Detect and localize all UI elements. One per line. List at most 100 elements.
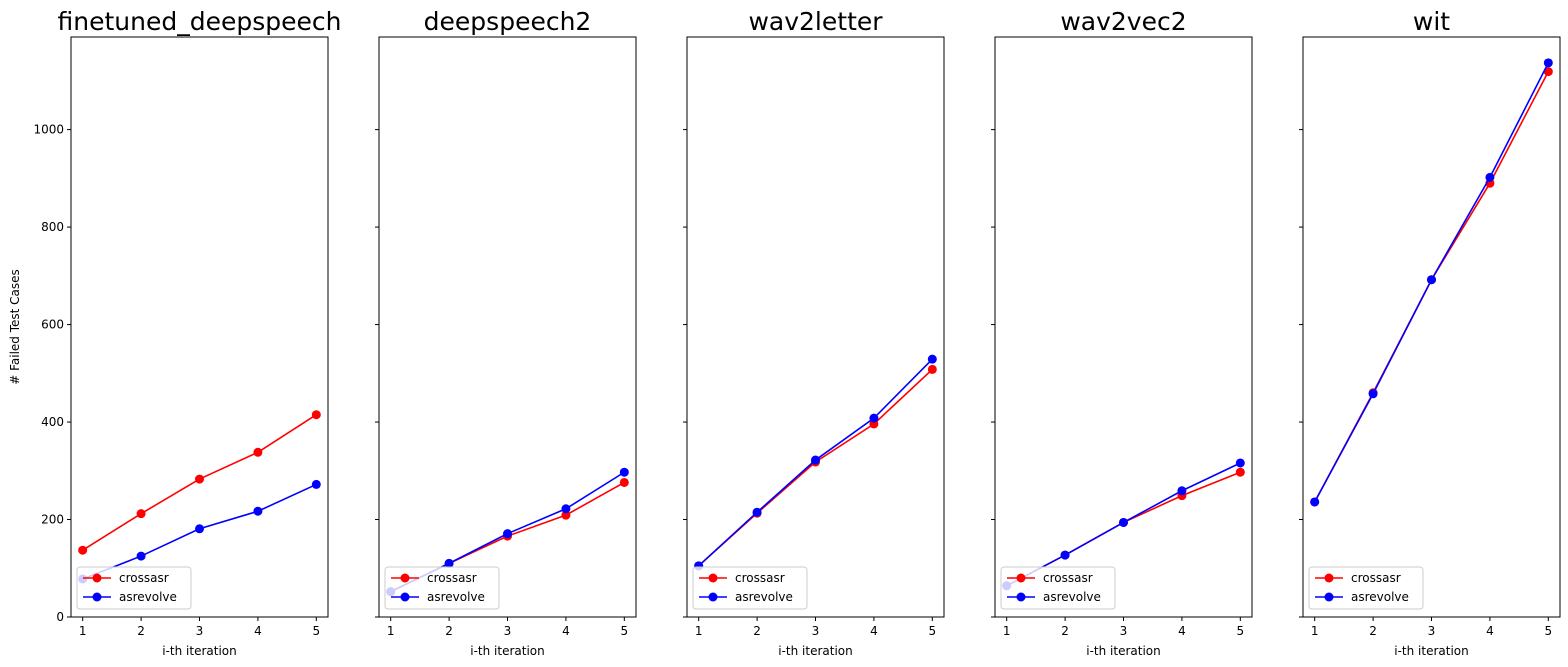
data-point-asrevolve (444, 558, 454, 568)
data-point-asrevolve (619, 467, 629, 477)
data-point-asrevolve (503, 529, 512, 539)
data-point-crossasr (311, 410, 321, 420)
legend-label-asrevolve: asrevolve (119, 590, 177, 604)
legend-label-crossasr: crossasr (1043, 571, 1093, 585)
legend-marker-crossasr (92, 573, 102, 583)
x-tick-label: 1 (387, 624, 395, 638)
x-tick-label: 5 (1236, 624, 1244, 638)
legend-marker-asrevolve (400, 592, 410, 602)
x-tick-label: 2 (445, 624, 453, 638)
x-tick-label: 3 (812, 624, 820, 638)
panel-2: wav2letter 1 2 3 4 5 i-th iteration crossasr asr… (683, 7, 945, 658)
legend-marker-asrevolve (92, 592, 102, 602)
x-axis-label: i-th iteration (1086, 644, 1160, 658)
series-line-crossasr (698, 368, 933, 567)
legend-label-asrevolve: asrevolve (1351, 590, 1409, 604)
data-point-asrevolve (1177, 486, 1187, 496)
data-point-asrevolve (253, 506, 263, 516)
x-tick-label: 5 (928, 624, 936, 638)
legend-marker-crossasr (1016, 573, 1026, 583)
x-tick-label: 3 (196, 624, 204, 638)
y-axis-label: # Failed Test Cases (8, 269, 22, 385)
x-tick-label: 4 (254, 624, 262, 638)
legend-marker-asrevolve (1324, 592, 1334, 602)
x-tick-label: 2 (1061, 624, 1069, 638)
data-point-crossasr (1543, 67, 1553, 77)
panel-1: deepspeech2 1 2 3 4 5 i-th iteration crossasr as… (375, 7, 637, 658)
panel-title: wav2letter (748, 7, 883, 36)
x-tick-label: 5 (1544, 624, 1552, 638)
y-tick-label: 400 (41, 415, 64, 429)
legend-label-asrevolve: asrevolve (735, 590, 793, 604)
data-point-crossasr (195, 474, 204, 484)
legend-label-crossasr: crossasr (1351, 571, 1401, 585)
x-tick-label: 5 (620, 624, 628, 638)
panel-4: wit 1 2 3 4 5 i-th iteration crossasr asrevolve (1299, 7, 1561, 658)
legend: crossasr asrevolve (1308, 566, 1424, 610)
x-tick-label: 1 (695, 624, 703, 638)
data-point-asrevolve (811, 455, 820, 465)
panel-title: deepspeech2 (424, 7, 592, 36)
x-axis-label: i-th iteration (162, 644, 236, 658)
x-tick-label: 4 (1486, 624, 1494, 638)
panel-title: wav2vec2 (1060, 7, 1186, 36)
data-point-asrevolve (1485, 172, 1495, 182)
y-tick-label: 1000 (33, 123, 64, 137)
data-point-crossasr (619, 477, 629, 487)
panel-3: wav2vec2 1 2 3 4 5 i-th iteration crossasr asrev… (991, 7, 1253, 658)
data-point-crossasr (1235, 467, 1245, 477)
x-tick-label: 1 (79, 624, 87, 638)
x-tick-label: 4 (562, 624, 570, 638)
y-tick-label: 600 (41, 318, 64, 332)
y-tick-label: 0 (56, 610, 64, 624)
x-tick-label: 2 (137, 624, 145, 638)
legend-label-crossasr: crossasr (119, 571, 169, 585)
legend-marker-crossasr (708, 573, 718, 583)
legend: crossasr asrevolve (384, 566, 500, 610)
x-tick-label: 1 (1311, 624, 1319, 638)
data-point-asrevolve (1368, 389, 1378, 399)
data-point-asrevolve (1427, 275, 1436, 285)
legend: crossasr asrevolve (692, 566, 808, 610)
x-tick-label: 2 (1369, 624, 1377, 638)
x-tick-label: 1 (1003, 624, 1011, 638)
y-tick-label: 200 (41, 513, 64, 527)
data-point-asrevolve (1119, 517, 1128, 527)
data-point-asrevolve (1310, 497, 1320, 507)
x-tick-label: 2 (753, 624, 761, 638)
panel-0: finetuned_deepspeech 0 200 400 600 800 1000 1 2 3… (33, 7, 341, 658)
data-point-asrevolve (1235, 458, 1245, 468)
legend-label-crossasr: crossasr (427, 571, 477, 585)
x-axis-label: i-th iteration (470, 644, 544, 658)
x-axis-label: i-th iteration (778, 644, 852, 658)
data-point-asrevolve (1060, 550, 1070, 560)
legend-label-crossasr: crossasr (735, 571, 785, 585)
panel-title: wit (1413, 7, 1450, 36)
data-point-asrevolve (561, 504, 571, 514)
data-point-asrevolve (136, 551, 146, 561)
data-point-asrevolve (869, 413, 879, 423)
legend: crossasr asrevolve (1000, 566, 1116, 610)
legend-label-asrevolve: asrevolve (427, 590, 485, 604)
data-point-crossasr (78, 545, 88, 555)
legend-marker-crossasr (1324, 573, 1334, 583)
x-tick-label: 5 (312, 624, 320, 638)
data-point-asrevolve (1543, 58, 1553, 68)
axes-frame (994, 36, 1253, 618)
axes-frame (686, 36, 945, 618)
x-tick-label: 3 (1428, 624, 1436, 638)
panel-title: finetuned_deepspeech (58, 7, 342, 36)
legend-marker-crossasr (400, 573, 410, 583)
x-tick-label: 3 (504, 624, 512, 638)
data-point-asrevolve (927, 354, 937, 364)
x-tick-label: 3 (1120, 624, 1128, 638)
data-point-asrevolve (195, 524, 204, 534)
legend-marker-asrevolve (708, 592, 718, 602)
data-point-crossasr (136, 509, 146, 519)
data-point-crossasr (561, 510, 571, 520)
data-point-crossasr (927, 364, 937, 374)
legend: crossasr asrevolve (76, 566, 192, 610)
data-point-crossasr (253, 447, 263, 457)
y-tick-label: 800 (41, 220, 64, 234)
